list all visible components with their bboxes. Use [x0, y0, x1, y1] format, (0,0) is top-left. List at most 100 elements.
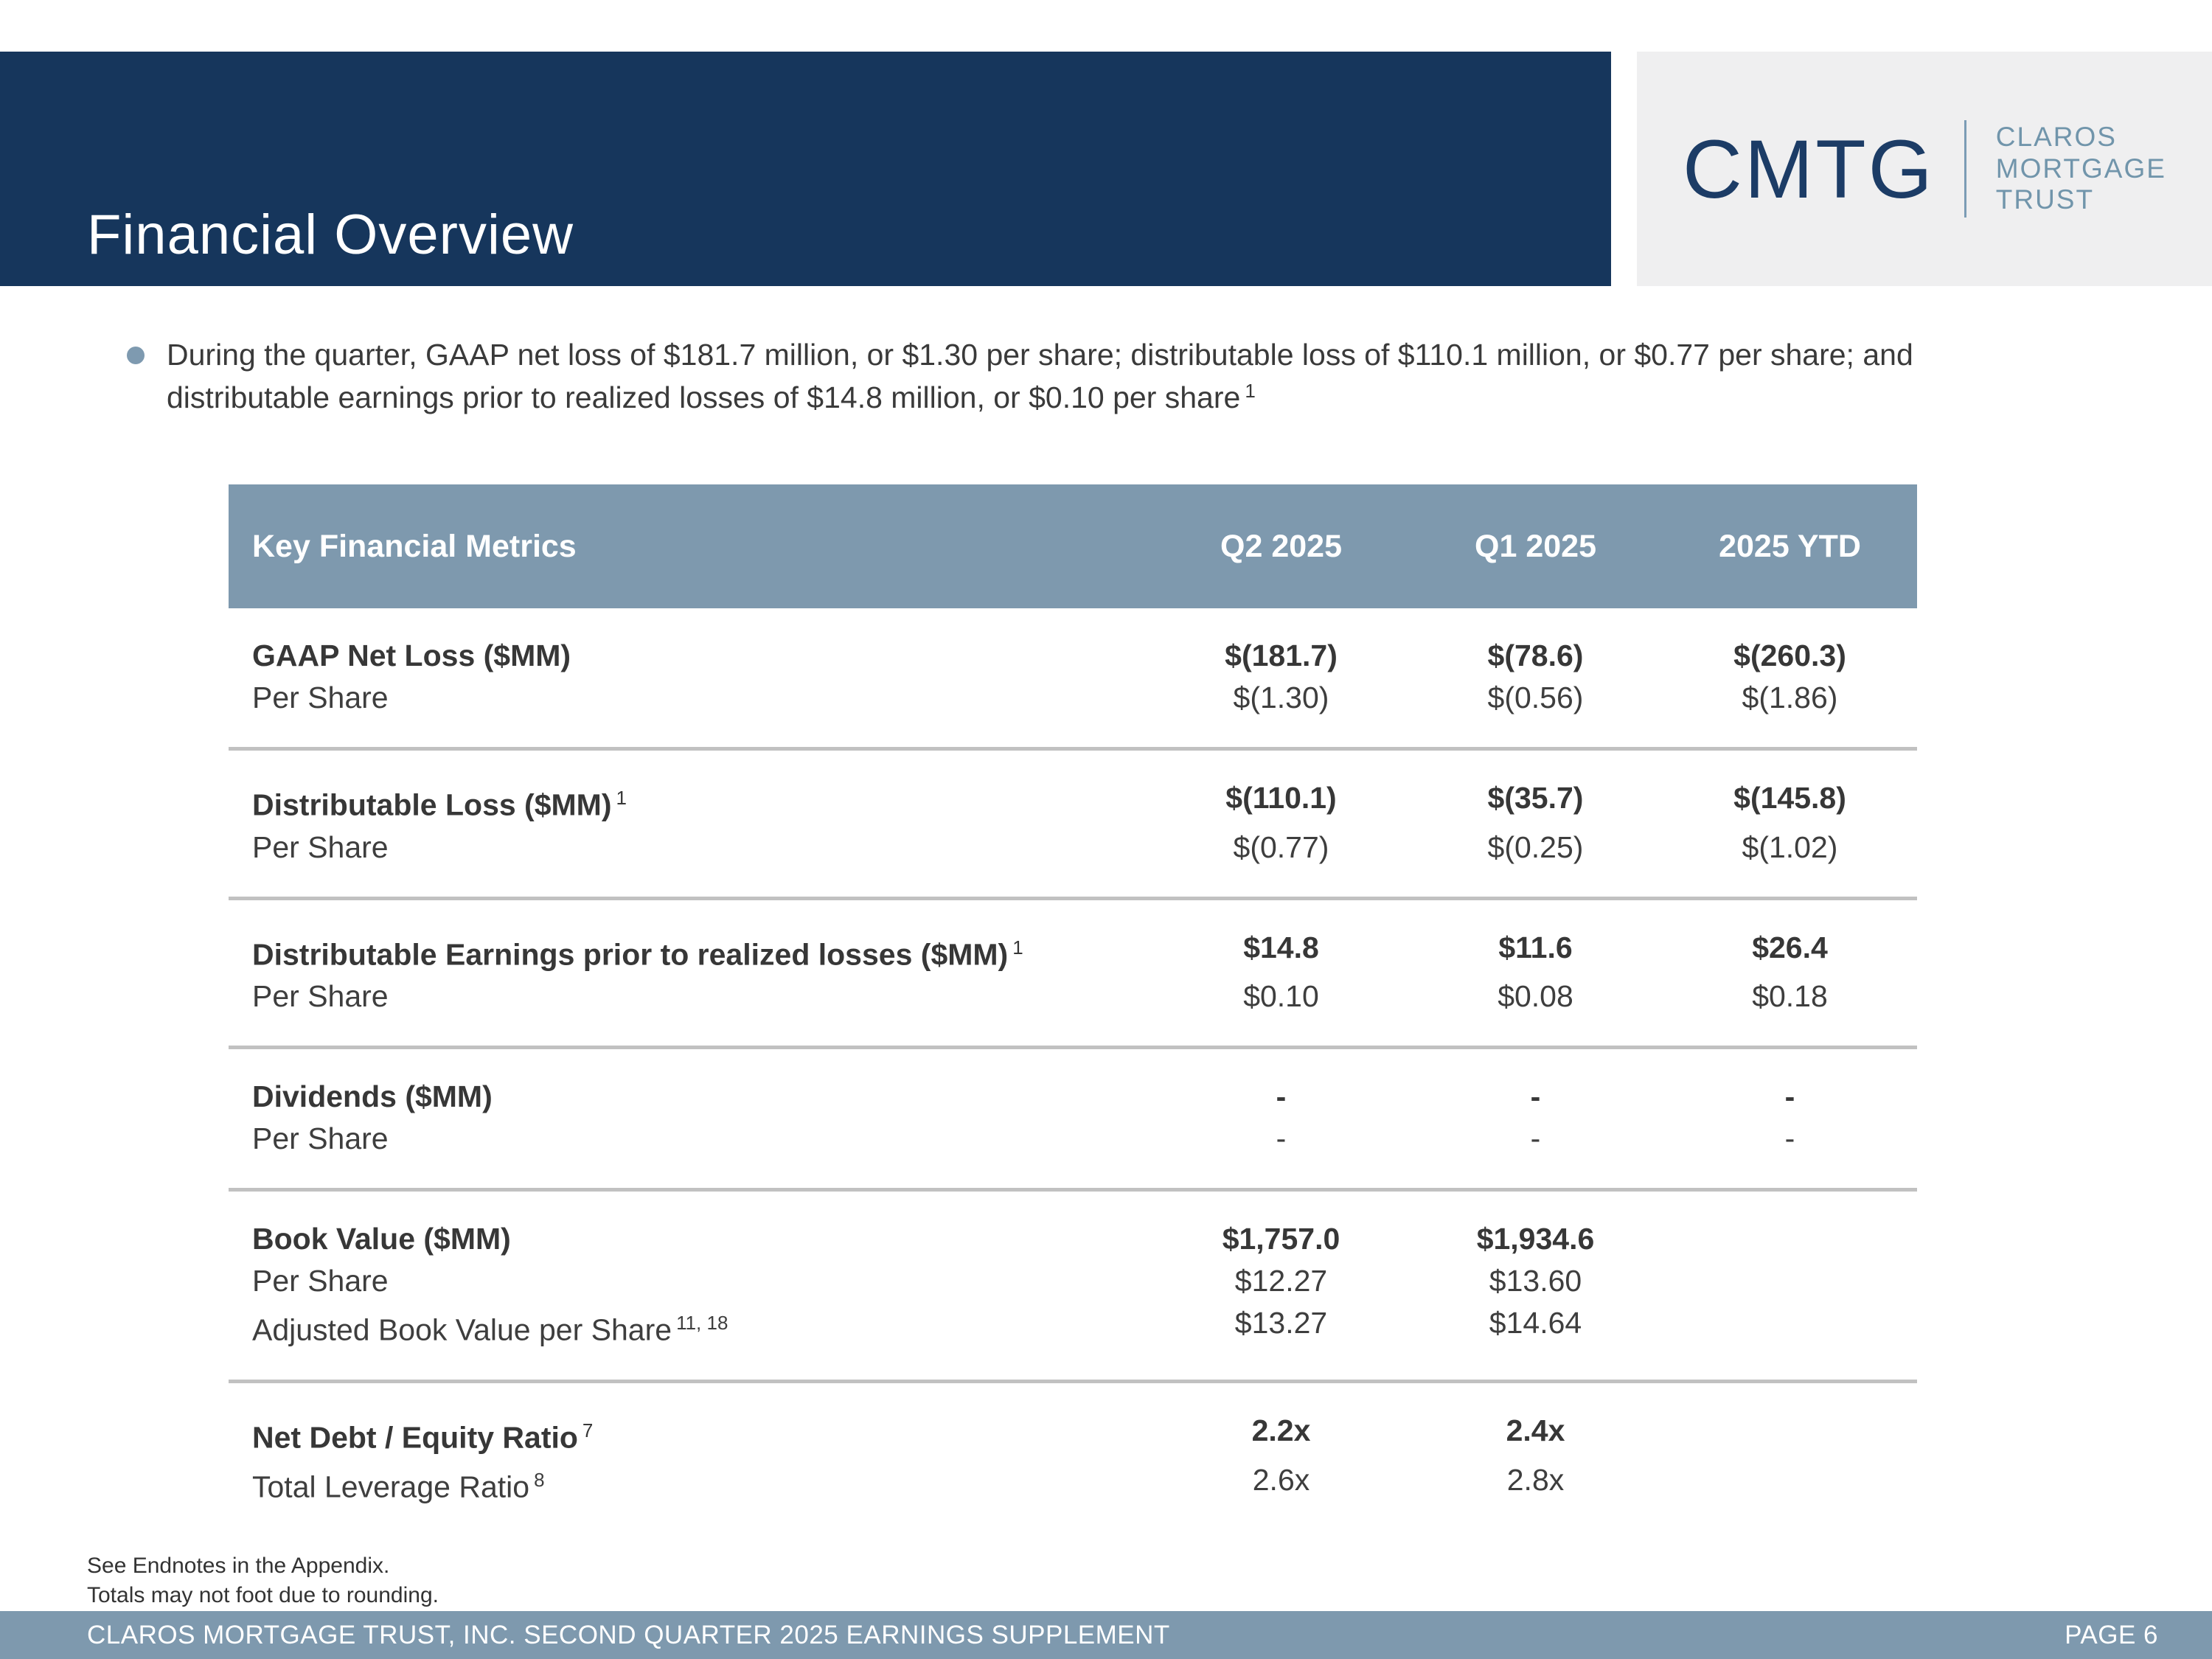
metric-value: $26.4 [1752, 930, 1828, 964]
table-row: Per Share $(1.30) $(0.56) $(1.86) [229, 677, 1917, 719]
summary-text-body: During the quarter, GAAP net loss of $18… [167, 338, 1913, 415]
logo-company-name: CLAROS MORTGAGE TRUST [1996, 122, 2166, 217]
table-row: Total Leverage Ratio 8 2.6x 2.8x [229, 1459, 1917, 1509]
table-row: Distributable Loss ($MM) 1 $(110.1) $(35.7)… [229, 777, 1917, 827]
metric-value: $(78.6) [1487, 639, 1584, 672]
table-row: Distributable Earnings prior to realized… [229, 927, 1917, 976]
metric-value: 2.6x [1252, 1462, 1310, 1497]
footnote-ref: 8 [534, 1468, 545, 1491]
metric-value: $11.6 [1498, 930, 1573, 964]
table-row: Net Debt / Equity Ratio 7 2.2x 2.4x [229, 1410, 1917, 1459]
table-header-q2-2025: Q2 2025 [1220, 528, 1342, 564]
footnote-line: Totals may not foot due to rounding. [87, 1583, 439, 1607]
metric-value: - [1276, 1079, 1287, 1114]
company-logo: CMTG CLAROS MORTGAGE TRUST [1637, 52, 2212, 286]
footnote-ref: 11, 18 [676, 1312, 728, 1335]
footnote-ref: 1 [616, 787, 627, 809]
metric-value: $14.64 [1489, 1306, 1582, 1340]
metric-label: Distributable Loss ($MM) 1 [252, 787, 627, 822]
metric-value: $14.8 [1243, 930, 1319, 964]
metric-value: $(35.7) [1487, 781, 1584, 815]
table-header-2025-ytd: 2025 YTD [1719, 528, 1861, 564]
metric-label: Total Leverage Ratio 8 [252, 1468, 545, 1504]
metric-value: - [1530, 1121, 1541, 1156]
key-financial-metrics-table: Key Financial Metrics Q2 2025 Q1 2025 20… [229, 484, 1917, 1536]
summary-bullet: During the quarter, GAAP net loss of $18… [127, 333, 2088, 419]
metric-value: $(260.3) [1733, 639, 1846, 672]
metric-value: - [1276, 1121, 1287, 1156]
metric-value: $0.10 [1243, 979, 1319, 1014]
metric-value: $(0.77) [1233, 830, 1329, 864]
metric-label: Dividends ($MM) [252, 1079, 493, 1114]
metric-value [1663, 1459, 1917, 1509]
table-group: GAAP Net Loss ($MM) $(181.7) $(78.6) $(260.… [229, 608, 1917, 751]
bullet-icon [127, 347, 145, 364]
metric-value: 2.2x [1251, 1413, 1311, 1447]
metric-value: - [1530, 1079, 1541, 1114]
logo-divider [1964, 120, 1966, 218]
metric-value: $(145.8) [1733, 781, 1846, 815]
footer-page-number: PAGE 6 [2065, 1620, 2158, 1649]
footer-title: CLAROS MORTGAGE TRUST, INC. SECOND QUART… [87, 1620, 1170, 1649]
table-group: Net Debt / Equity Ratio 7 2.2x 2.4x Total Le… [229, 1383, 1917, 1536]
table-row: Book Value ($MM) $1,757.0 $1,934.6 [229, 1218, 1917, 1260]
metric-value: $(110.1) [1225, 781, 1337, 815]
metric-value: $13.60 [1489, 1264, 1582, 1298]
title-banner: Financial Overview [0, 52, 1611, 286]
table-row: Per Share - - - [229, 1118, 1917, 1160]
metric-value: $0.18 [1752, 979, 1828, 1014]
metric-label: Per Share [252, 979, 389, 1014]
metric-value [1663, 1410, 1917, 1459]
metric-value: $13.27 [1234, 1306, 1328, 1340]
table-header-row: Key Financial Metrics Q2 2025 Q1 2025 20… [229, 484, 1917, 608]
metric-value [1663, 1260, 1917, 1302]
metric-value [1663, 1218, 1917, 1260]
metric-value: $1,757.0 [1222, 1222, 1340, 1256]
table-row: Per Share $12.27 $13.60 [229, 1260, 1917, 1302]
footer-bar: CLAROS MORTGAGE TRUST, INC. SECOND QUART… [0, 1611, 2212, 1659]
table-row: Per Share $0.10 $0.08 $0.18 [229, 975, 1917, 1018]
logo-name-line: TRUST [1995, 184, 2095, 215]
footnote-ref: 7 [582, 1419, 594, 1441]
table-header-q1-2025: Q1 2025 [1475, 528, 1596, 564]
metric-value: $(0.25) [1487, 830, 1584, 864]
table-row: GAAP Net Loss ($MM) $(181.7) $(78.6) $(260.… [229, 635, 1917, 677]
metric-value: $(1.86) [1742, 681, 1838, 714]
metric-value: $(1.02) [1742, 830, 1838, 864]
metric-value: $(0.56) [1487, 681, 1584, 714]
metric-value: $12.27 [1234, 1264, 1328, 1298]
metric-value: $(1.30) [1233, 681, 1329, 714]
metric-label: Adjusted Book Value per Share 11, 18 [252, 1312, 728, 1347]
page-title: Financial Overview [87, 204, 574, 266]
table-group: Distributable Earnings prior to realized… [229, 900, 1917, 1050]
metric-label: Per Share [252, 681, 389, 714]
metric-label: Book Value ($MM) [252, 1222, 511, 1256]
table-group: Book Value ($MM) $1,757.0 $1,934.6 Per Shar… [229, 1192, 1917, 1383]
metric-value: $1,934.6 [1476, 1222, 1595, 1256]
metric-value: - [1784, 1121, 1795, 1156]
metric-value [1663, 1302, 1917, 1352]
metric-label: Distributable Earnings prior to realized… [252, 936, 1023, 972]
metric-label: Per Share [252, 1264, 389, 1298]
table-group: Dividends ($MM) - - - Per Share - - - [229, 1049, 1917, 1192]
metric-value: 2.8x [1506, 1462, 1565, 1497]
logo-name-line: MORTGAGE [1995, 153, 2166, 184]
table-header-metrics: Key Financial Metrics [252, 528, 577, 564]
logo-acronym: CMTG [1683, 122, 1935, 215]
footnote-line: See Endnotes in the Appendix. [87, 1554, 390, 1578]
metric-value: $0.08 [1498, 979, 1573, 1014]
table-row: Dividends ($MM) - - - [229, 1076, 1917, 1118]
metric-value: $(181.7) [1225, 639, 1338, 672]
metric-label: Per Share [252, 1121, 389, 1156]
metric-value: 2.4x [1506, 1413, 1565, 1447]
table-group: Distributable Loss ($MM) 1 $(110.1) $(35.7)… [229, 751, 1917, 900]
footnote-ref: 1 [1012, 936, 1023, 959]
logo-name-line: CLAROS [1995, 121, 2117, 152]
metric-label: Per Share [252, 830, 389, 864]
metric-label: Net Debt / Equity Ratio 7 [252, 1419, 594, 1455]
table-row: Adjusted Book Value per Share 11, 18 $13.2… [229, 1302, 1917, 1352]
summary-text: During the quarter, GAAP net loss of $18… [167, 333, 2054, 419]
table-body: GAAP Net Loss ($MM) $(181.7) $(78.6) $(260.… [229, 608, 1917, 1536]
summary-footnote-ref: 1 [1245, 379, 1256, 402]
